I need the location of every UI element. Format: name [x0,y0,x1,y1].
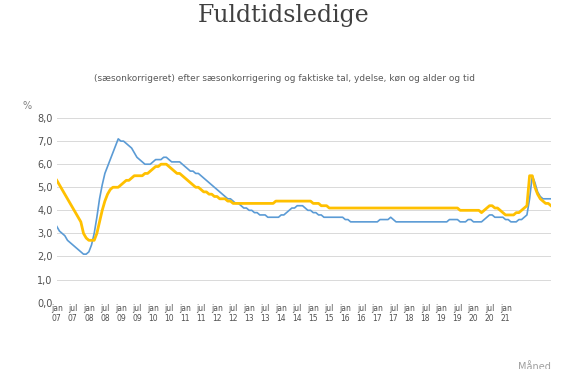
Text: (sæsonkorrigeret) efter sæsonkorrigering og faktiske tal, ydelse, køn og alder o: (sæsonkorrigeret) efter sæsonkorrigering… [94,74,474,83]
Mænd [548,197,554,201]
Mænd [53,224,60,229]
Kvinder [85,238,92,242]
Mænd [513,220,520,224]
Kvinder [548,204,554,208]
Line: Mænd: Mænd [57,139,551,254]
Line: Kvinder: Kvinder [57,164,551,240]
Mænd [345,217,352,222]
Kvinder [294,199,300,203]
Kvinder [131,173,137,178]
Kvinder [435,206,442,210]
Kvinder [513,210,520,215]
Text: %: % [22,101,31,111]
Text: Måned: Måned [518,362,551,369]
Mænd [294,204,300,208]
Kvinder [366,206,373,210]
Kvinder [53,178,60,183]
Mænd [435,220,442,224]
Kvinder [345,206,352,210]
Mænd [133,155,140,159]
Mænd [115,137,122,141]
Kvinder [157,162,164,166]
Text: Fuldtidsledige: Fuldtidsledige [198,4,370,27]
Mænd [366,220,373,224]
Mænd [80,252,87,256]
